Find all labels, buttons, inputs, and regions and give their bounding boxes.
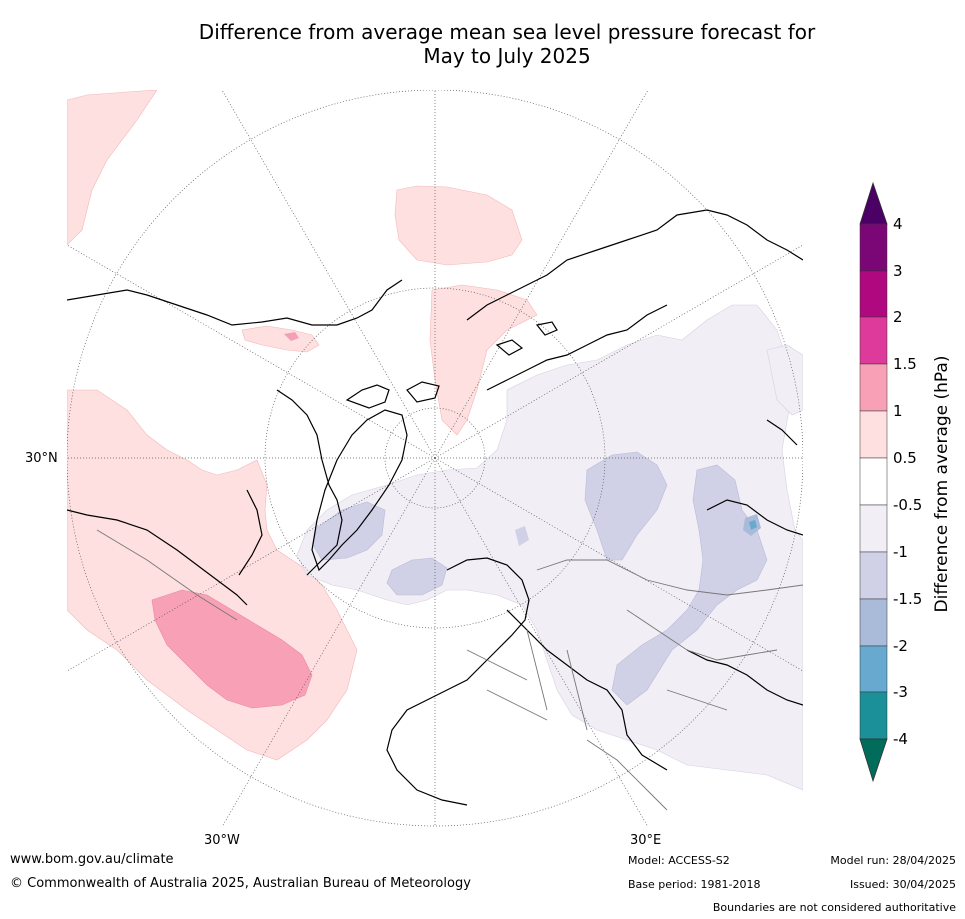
- coastline-north-america: [67, 279, 403, 606]
- footer-model-run: Model run: 28/04/2025: [830, 854, 956, 867]
- colorbar-swatch-above-4: [859, 181, 888, 225]
- colorbar-tick-minus-3: -3: [893, 683, 908, 701]
- colorbar-tick-minus-1-5: -1.5: [893, 590, 923, 608]
- chart-title: Difference from average mean sea level p…: [0, 20, 965, 68]
- meridian-60e: [434, 457, 803, 672]
- colorbar-swatch-1.5-to-2: [859, 316, 888, 365]
- anomaly-alaska-positive: [241, 325, 320, 353]
- anomaly-small-negative: [515, 526, 529, 546]
- coastline-europe: [386, 557, 668, 806]
- anomaly-east-asia-strongest-negative: [749, 520, 757, 530]
- meridian-150w: [221, 90, 436, 459]
- colorbar-swatch-2-to-3: [859, 270, 888, 318]
- latitude-label-30n: 30°N: [25, 451, 58, 466]
- anomaly-arctic-positive: [394, 185, 523, 266]
- footer-url-link[interactable]: www.bom.gov.au/climate: [10, 852, 174, 867]
- colorbar-swatch-minus-1.5-to-minus-1: [859, 551, 888, 600]
- anomaly-arctic-stream-positive: [429, 284, 538, 436]
- colorbar-swatch-1-to-1.5: [859, 363, 888, 412]
- anomaly-siberia-negative: [584, 451, 668, 561]
- colorbar-swatch-neutral: [859, 457, 888, 506]
- footer-disclaimer: Boundaries are not considered authoritat…: [712, 901, 956, 914]
- coastline-eurasia-north: [466, 209, 803, 391]
- latitude-circle-80: [384, 407, 486, 509]
- negative-anomaly-regions: [296, 304, 803, 791]
- title-line-2: May to July 2025: [423, 44, 591, 68]
- anomaly-north-pacific-positive: [67, 90, 158, 246]
- coastline-greenland: [311, 409, 408, 572]
- meridian-30e: [434, 457, 649, 827]
- colorbar-swatch-0.5-to-1: [859, 410, 888, 459]
- footer-model: Model: ACCESS-S2: [628, 854, 730, 867]
- meridian-150e: [434, 90, 649, 459]
- footer-issued: Issued: 30/04/2025: [849, 878, 956, 891]
- boundary-central-asia: [626, 609, 778, 711]
- colorbar-swatch-minus-4-to-minus-3: [859, 691, 888, 740]
- colorbar-tick-1: 1: [893, 402, 903, 420]
- colorbar-title: Difference from average (hPa): [932, 355, 952, 613]
- colorbar-swatch-below-minus-4: [859, 738, 888, 783]
- meridian-120e: [434, 244, 803, 459]
- coastline-arctic-islands: [345, 321, 558, 409]
- meridian-120w: [67, 244, 436, 459]
- anomaly-far-east-negative: [766, 344, 803, 416]
- anomaly-pacific-strong-positive: [151, 589, 313, 709]
- colorbar-tick-minus-1: -1: [893, 543, 908, 561]
- colorbar-tick-1-5: 1.5: [893, 355, 917, 373]
- coastline-asia-east: [686, 419, 803, 706]
- latitude-circle-60: [264, 287, 606, 629]
- meridian-30w: [221, 457, 436, 827]
- pressure-anomaly-map: [67, 90, 803, 827]
- footer-base-period: Base period: 1981-2018: [628, 878, 761, 891]
- colorbar-tick-4: 4: [893, 215, 903, 233]
- graticule: [67, 90, 803, 827]
- footer-copyright: © Commonwealth of Australia 2025, Austra…: [10, 876, 471, 891]
- boundary-russia: [536, 559, 803, 596]
- boundary-middle-east: [586, 739, 668, 811]
- title-line-1: Difference from average mean sea level p…: [198, 20, 816, 44]
- colorbar-tick-2: 2: [893, 308, 903, 326]
- colorbar-swatch-minus-3-to-minus-2: [859, 645, 888, 693]
- colorbar-swatch-3-to-4: [859, 223, 888, 272]
- colorbar-tick-minus-4: -4: [893, 730, 908, 748]
- boundary-europe: [466, 629, 588, 731]
- longitude-label-30w: 30°W: [204, 833, 240, 848]
- colorbar-tick-3: 3: [893, 262, 903, 280]
- colorbar-tick-minus-2: -2: [893, 637, 908, 655]
- anomaly-alaska-strong-positive: [284, 332, 299, 341]
- country-boundaries: [96, 529, 803, 811]
- coastlines: [67, 209, 803, 806]
- meridian-60w: [67, 457, 436, 672]
- anomaly-eurasia-negative: [296, 304, 803, 791]
- longitude-label-30e: 30°E: [630, 833, 662, 848]
- boundary-canada-usa: [96, 529, 238, 621]
- colorbar-tick-minus-0-5: -0.5: [893, 496, 923, 514]
- colorbar-swatch-minus-1-to-minus-0.5: [859, 504, 888, 553]
- colorbar-swatch-minus-2-to-minus-1.5: [859, 598, 888, 647]
- anomaly-atlantic-negative: [386, 557, 448, 596]
- colorbar-tick-0-5: 0.5: [893, 449, 917, 467]
